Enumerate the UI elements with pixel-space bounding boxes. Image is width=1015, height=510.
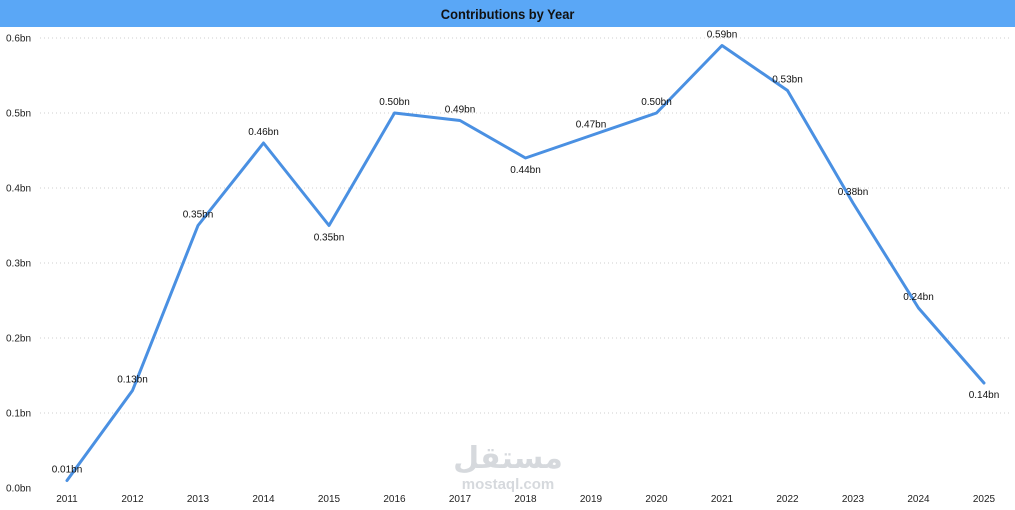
data-label: 0.24bn [903, 292, 934, 303]
x-tick-label: 2014 [252, 494, 275, 505]
watermark-arabic-text: مستقل [453, 441, 563, 476]
y-tick-label: 0.4bn [6, 184, 31, 195]
data-label: 0.49bn [445, 105, 476, 116]
x-tick-label: 2011 [56, 494, 78, 505]
x-tick-label: 2016 [383, 494, 406, 505]
series-line [65, 44, 986, 482]
data-label: 0.44bn [510, 165, 541, 176]
y-tick-label: 0.5bn [6, 109, 31, 120]
x-tick-label: 2015 [318, 494, 341, 505]
data-label: 0.38bn [838, 187, 869, 198]
data-label: 0.50bn [641, 97, 672, 108]
x-tick-label: 2013 [187, 494, 210, 505]
x-tick-label: 2023 [842, 494, 865, 505]
y-tick-label: 0.0bn [6, 484, 31, 495]
x-tick-label: 2019 [580, 494, 603, 505]
y-tick-label: 0.3bn [6, 259, 31, 270]
data-label: 0.50bn [379, 97, 410, 108]
data-label: 0.46bn [248, 127, 279, 138]
y-tick-label: 0.2bn [6, 334, 31, 345]
chart-title: Contributions by Year [440, 5, 575, 22]
data-label: 0.35bn [183, 210, 214, 221]
data-label: 0.35bn [314, 233, 345, 244]
x-tick-label: 2021 [711, 494, 734, 505]
x-tick-label: 2018 [514, 494, 537, 505]
x-tick-label: 2022 [776, 494, 799, 505]
chart-title-bar: Contributions by Year [0, 0, 1015, 27]
x-tick-label: 2020 [645, 494, 668, 505]
data-label: 0.01bn [52, 465, 83, 476]
watermark-latin-text: mostaql.com [461, 476, 555, 493]
data-label: 0.13bn [117, 375, 148, 386]
watermark-logo: مستقل mostaql.com [440, 440, 576, 496]
x-tick-label: 2012 [121, 494, 144, 505]
x-tick-label: 2025 [973, 494, 996, 505]
y-tick-label: 0.1bn [6, 409, 31, 420]
data-label: 0.53bn [772, 75, 803, 86]
data-label: 0.59bn [707, 30, 738, 41]
data-label: 0.14bn [969, 390, 1000, 401]
y-tick-label: 0.6bn [6, 34, 31, 45]
x-tick-label: 2024 [907, 494, 930, 505]
x-tick-label: 2017 [449, 494, 472, 505]
data-label: 0.47bn [576, 120, 607, 131]
